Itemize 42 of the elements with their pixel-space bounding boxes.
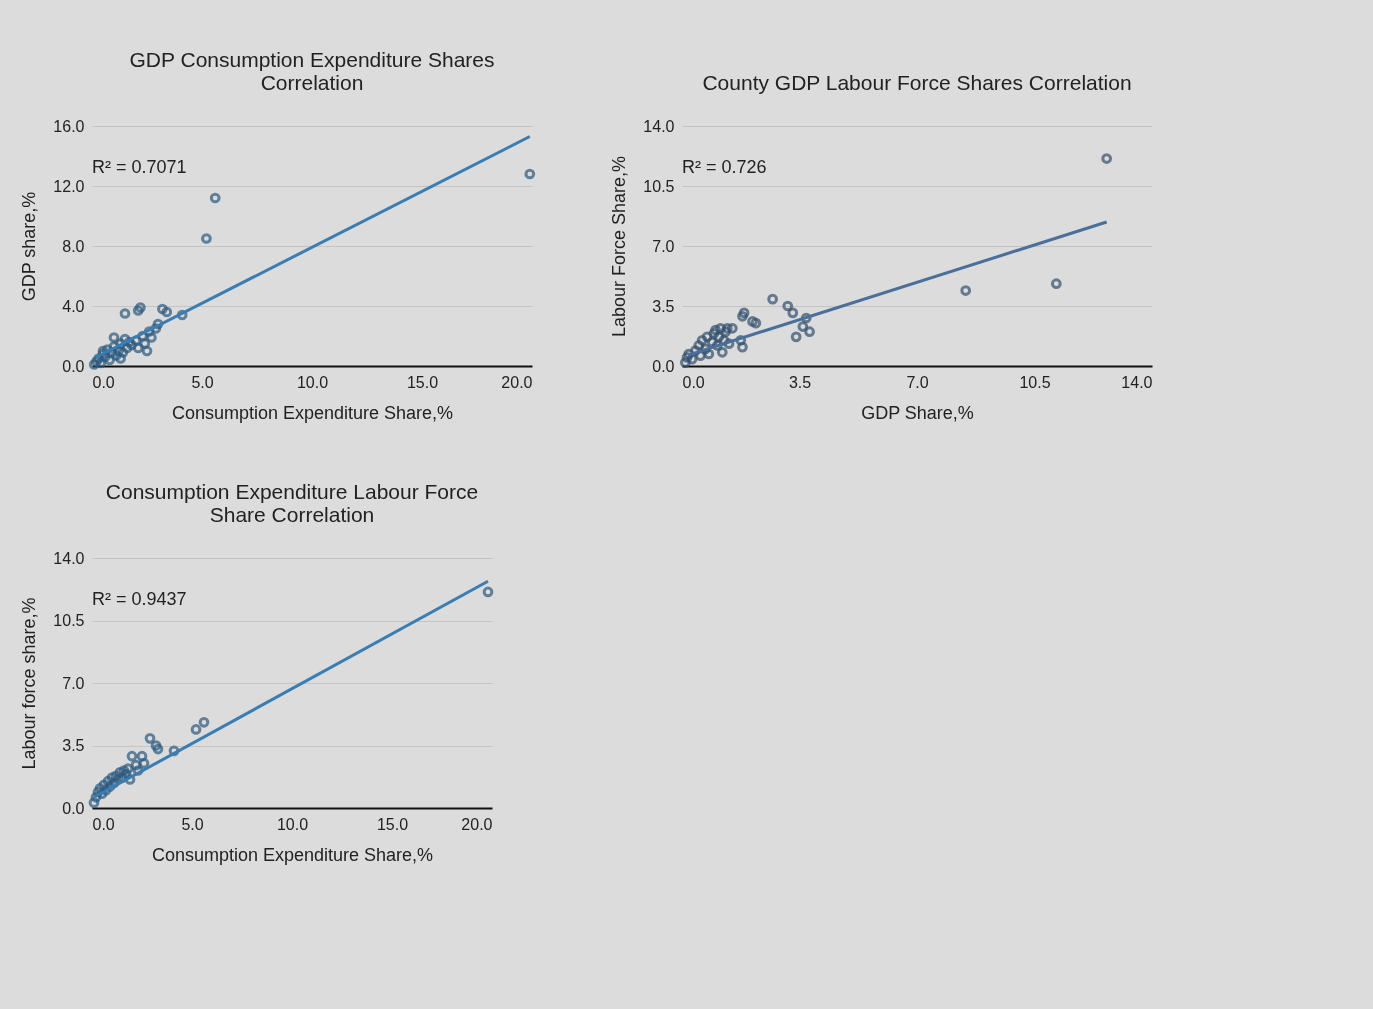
x-tick-label: 7.0 [906, 373, 929, 391]
y-tick-label: 0.0 [62, 357, 85, 375]
y-axis-title: GDP share,% [19, 191, 40, 302]
annotation: R² = 0.7071 [92, 157, 187, 177]
y-tick-label: 3.5 [652, 297, 675, 315]
x-tick-label: 0.0 [92, 815, 115, 833]
chart-title: County GDP Labour Force Shares Correlation [702, 71, 1132, 94]
y-tick-label: 7.0 [652, 237, 675, 255]
y-tick-label: 10.5 [643, 177, 675, 195]
x-tick-label: 0.0 [92, 373, 115, 391]
y-axis-title: Labour Force Share,% [609, 155, 630, 338]
y-tick-label: 7.0 [62, 674, 85, 692]
x-tick-label: 5.0 [181, 815, 204, 833]
x-axis-title: GDP Share,% [861, 402, 974, 423]
y-tick-label: 14.0 [53, 549, 85, 567]
x-tick-label: 14.0 [1121, 373, 1153, 391]
y-axis-title: Labour force share,% [19, 597, 40, 770]
x-tick-label: 15.0 [376, 815, 409, 833]
y-tick-label: 0.0 [62, 799, 85, 817]
y-tick-label: 14.0 [643, 117, 675, 135]
y-tick-label: 0.0 [652, 357, 675, 375]
x-tick-label: 5.0 [191, 373, 214, 391]
chart-title: Consumption Expenditure Labour Force Share Correlation [105, 480, 479, 526]
x-tick-label: 15.0 [406, 373, 439, 391]
annotation: R² = 0.726 [682, 157, 767, 177]
x-tick-label: 10.0 [296, 373, 329, 391]
x-tick-label: 20.0 [461, 815, 493, 833]
chart-title: GDP Consumption Expenditure Shares Correlation [129, 48, 495, 94]
y-tick-label: 12.0 [53, 177, 85, 195]
x-axis-title: Consumption Expenditure Share,% [151, 844, 434, 865]
x-tick-label: 3.5 [788, 373, 812, 391]
y-tick-label: 3.5 [62, 737, 85, 754]
x-tick-label: 10.5 [1019, 373, 1051, 391]
y-tick-label: 16.0 [53, 117, 85, 135]
y-tick-label: 4.0 [62, 297, 85, 315]
x-tick-label: 0.0 [682, 373, 705, 391]
x-tick-label: 10.0 [276, 815, 309, 833]
x-axis-title: Consumption Expenditure Share,% [171, 402, 454, 423]
y-tick-label: 8.0 [62, 237, 85, 255]
x-tick-label: 20.0 [501, 373, 533, 391]
y-tick-label: 10.5 [53, 612, 85, 629]
annotation: R² = 0.9437 [92, 589, 187, 609]
